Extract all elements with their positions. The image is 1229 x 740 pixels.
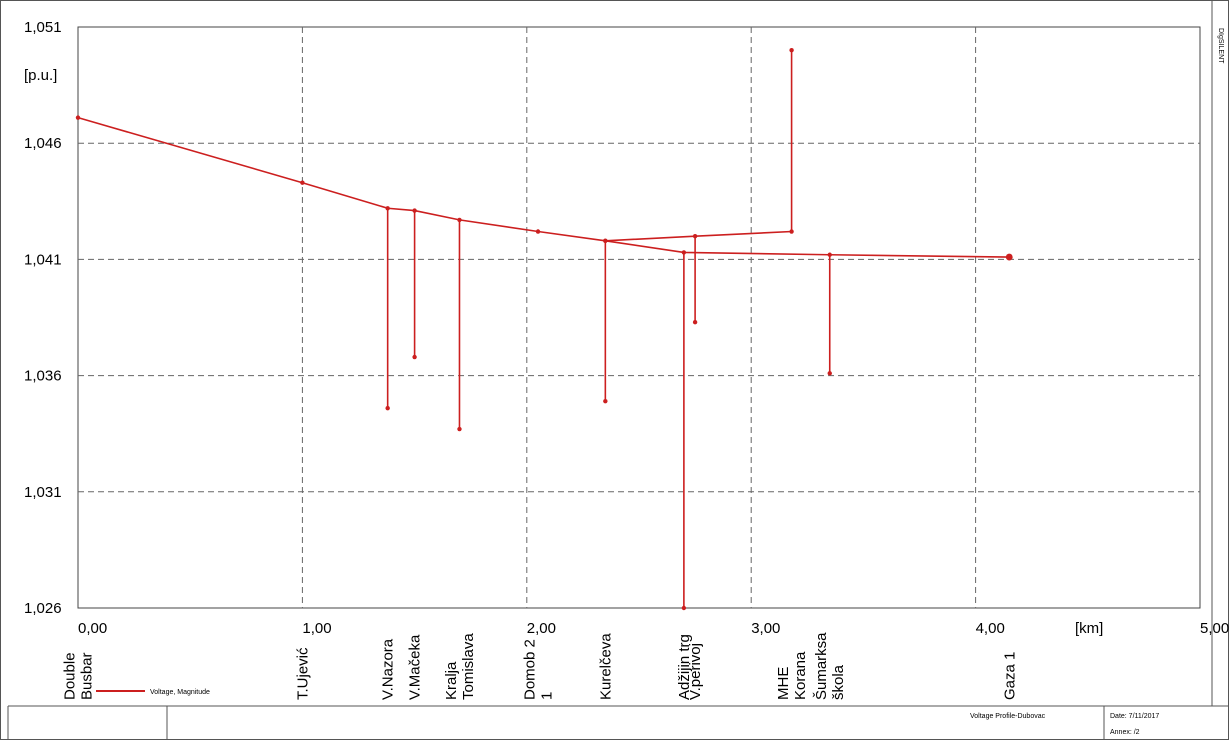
legend-label: Voltage, Magnitude — [150, 689, 210, 696]
y-tick-label: 1,046 — [24, 135, 62, 152]
bus-label: Kurelčeva — [597, 633, 614, 700]
x-axis-unit: [km] — [1075, 620, 1103, 637]
x-tick-labels: 0,00 1,00 2,00 3,00 4,00 5,00 — [78, 620, 1229, 637]
plot-area: 1,026 1,031 1,036 1,041 1,046 1,051 0,00 1,00 2… — [24, 19, 1229, 700]
y-tick-labels: 1,026 1,031 1,036 1,041 1,046 1,051 — [24, 19, 62, 617]
bus-label: V.Nazora — [380, 638, 397, 700]
data-point — [681, 250, 687, 255]
y-tick-label: 1,026 — [24, 600, 62, 617]
bus-label: Tomislava — [460, 633, 477, 700]
series-end-marker — [1005, 253, 1013, 261]
series-branch-line — [605, 50, 793, 242]
bus-label: Šumarksa — [813, 632, 830, 700]
footer-title: Voltage Profile-Dubovac — [970, 713, 1046, 720]
bus-label: T.Ujević — [294, 647, 311, 700]
data-point — [412, 208, 417, 213]
footer-date: Date: 7/11/2017 — [1110, 713, 1159, 720]
voltage-series — [75, 48, 1013, 611]
stub-end-point — [681, 605, 687, 611]
y-tick-label: 1,041 — [24, 251, 62, 268]
x-tick-label: 0,00 — [78, 620, 107, 637]
x-tick-label: 1,00 — [302, 620, 331, 637]
footer: Voltage Profile-Dubovac Date: 7/11/2017 … — [7, 705, 1229, 740]
data-point — [789, 229, 794, 234]
y-axis-label: [p.u.] — [24, 67, 57, 84]
legend: Voltage, Magnitude — [96, 689, 210, 696]
y-tick-label: 1,036 — [24, 368, 62, 385]
data-point — [385, 206, 390, 211]
stub-end-point — [692, 319, 698, 325]
data-point — [300, 180, 305, 185]
plot-border — [77, 26, 1201, 609]
grid-lines — [78, 27, 1200, 608]
stub-end-point — [412, 354, 417, 360]
bus-label: Domob 2 — [522, 639, 539, 700]
data-point — [692, 233, 698, 239]
footer-annex: Annex: /2 — [1110, 729, 1140, 736]
bus-label: V.Mačeka — [407, 634, 424, 700]
stub-end-point — [827, 371, 832, 376]
data-point — [603, 238, 608, 244]
bus-label: Gaza 1 — [1001, 652, 1018, 700]
bus-label: Busbar — [79, 652, 96, 700]
stub-end-point — [385, 405, 390, 411]
x-tick-label: 3,00 — [751, 620, 780, 637]
data-point — [457, 217, 462, 223]
stub-end-point — [603, 398, 608, 404]
bus-label: Double — [62, 652, 79, 700]
y-tick-label: 1,051 — [24, 19, 62, 36]
data-point — [827, 252, 832, 257]
bus-label: MHE — [775, 667, 792, 700]
bus-labels: Double Busbar T.Ujević V.Nazora V.Mačeka Kral… — [62, 632, 1019, 700]
bus-label: Kralja — [443, 661, 460, 700]
x-tick-label: 4,00 — [976, 620, 1005, 637]
stub-end-point — [457, 426, 462, 432]
bus-label: škola — [830, 664, 847, 700]
data-point — [535, 229, 541, 234]
bus-label: Adžijin trg — [676, 634, 693, 700]
x-tick-label: 2,00 — [527, 620, 556, 637]
bus-label: Korana — [792, 651, 809, 700]
series-main-line — [77, 116, 1010, 258]
y-tick-label: 1,031 — [24, 484, 62, 501]
bus-label: V.perivoj — [687, 643, 704, 700]
bus-label: 1 — [539, 692, 556, 700]
side-watermark: DIgSILENT — [1217, 28, 1224, 64]
data-point — [75, 115, 81, 120]
x-tick-label: 5,00 — [1200, 620, 1229, 637]
data-point — [789, 48, 794, 53]
